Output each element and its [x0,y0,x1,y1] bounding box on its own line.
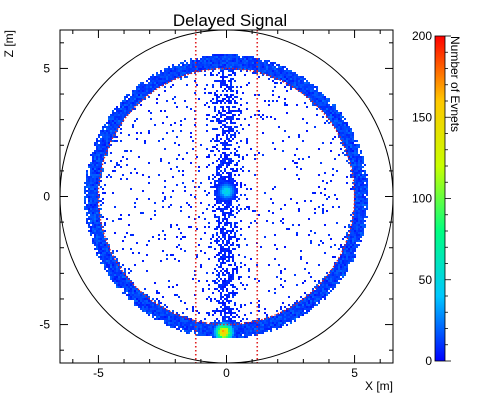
overlays [60,30,393,363]
colorbar-tick-label: 200 [412,29,432,43]
colorbar-label: Number of Evnets [448,36,462,132]
colorbar-ticks: 0 50 100 150 200 [412,29,451,368]
y-tick-label: 5 [43,61,50,75]
plot-area: -5 0 5 -5 0 5 [39,29,394,380]
y-tick-label: 0 [43,190,50,204]
colorbar: 0 50 100 150 200 Number of Evnets [412,29,462,368]
x-tick-label: -5 [93,366,104,380]
chart-title: Delayed Signal [173,11,287,30]
heatmap-cells [84,54,368,338]
colorbar-tick-label: 150 [412,110,432,124]
y-tick-label: -5 [39,318,50,332]
x-tick-label: 0 [223,366,230,380]
colorbar-gradient [434,35,446,362]
fiducial-circle [97,67,356,326]
colorbar-tick-label: 50 [419,273,433,287]
colorbar-tick-label: 0 [425,354,432,368]
x-axis-label: X [m] [365,379,393,393]
y-axis-label: Z [m] [2,30,16,57]
axis-ticks: -5 0 5 -5 0 5 [39,30,393,380]
colorbar-tick-label: 100 [412,192,432,206]
x-tick-label: 5 [351,366,358,380]
